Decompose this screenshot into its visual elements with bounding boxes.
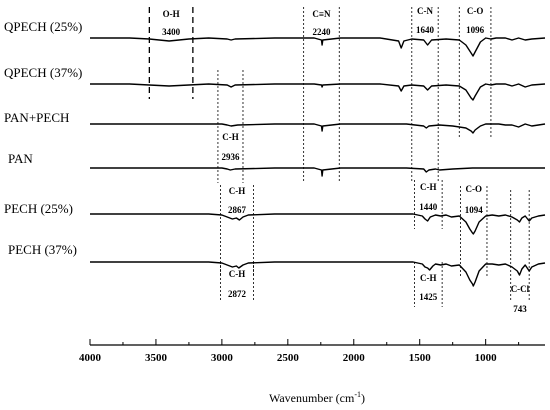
band-bond-label: C≡N bbox=[312, 9, 331, 19]
band-wavenumber-label: 2240 bbox=[312, 27, 331, 37]
band-wavenumber-label: 2872 bbox=[228, 289, 247, 299]
x-axis-title-suffix: ) bbox=[361, 391, 365, 405]
series-label: QPECH (25%) bbox=[4, 19, 82, 34]
spectra-layer bbox=[90, 37, 546, 287]
spectrum-line-6 bbox=[90, 261, 546, 287]
series-label-layer: QPECH (25%) QPECH (37%) PAN+PECH PAN PECH (2… bbox=[4, 19, 82, 257]
band-wavenumber-label: 1440 bbox=[419, 202, 438, 212]
spectrum-line-2 bbox=[90, 83, 546, 101]
x-axis-title: Wavenumber (cm-1) bbox=[269, 390, 365, 405]
spectrum-line-5 bbox=[90, 213, 546, 235]
band-wavenumber-label: 1640 bbox=[416, 25, 435, 35]
spectrum-line-1 bbox=[90, 37, 546, 57]
series-label: PECH (37%) bbox=[8, 242, 77, 257]
band-annotation-layer: O-H 3400 C≡N 2240 C-N 1640 C-O 1096 C-H 2936 C-H 28… bbox=[148, 6, 530, 314]
x-tick-label: 2500 bbox=[277, 352, 300, 364]
band-wavenumber-label: 1425 bbox=[419, 292, 438, 302]
x-tick-label: 3500 bbox=[145, 352, 168, 364]
x-tick-label: 3000 bbox=[211, 352, 234, 364]
spectrum-line-3 bbox=[90, 123, 546, 134]
spectrum-line-4 bbox=[90, 167, 545, 177]
x-tick-label: 1000 bbox=[475, 352, 498, 364]
x-tick-label: 2000 bbox=[343, 352, 366, 364]
series-label: QPECH (37%) bbox=[4, 65, 82, 80]
band-bond-label: C-H bbox=[420, 182, 437, 192]
band-bond-label: C-H bbox=[222, 132, 239, 142]
x-tick-label: 4000 bbox=[79, 352, 102, 364]
band-wavenumber-label: 3400 bbox=[162, 27, 181, 37]
band-bond-label: O-H bbox=[163, 9, 180, 19]
band-wavenumber-label: 1096 bbox=[466, 25, 485, 35]
x-axis-title-text: Wavenumber (cm bbox=[269, 391, 355, 405]
x-axis-title-superscript: -1 bbox=[354, 390, 361, 399]
band-bond-label: C-O bbox=[467, 6, 484, 16]
band-bond-label: C-Cl bbox=[511, 284, 530, 294]
band-wavenumber-label: 2867 bbox=[228, 205, 247, 215]
band-wavenumber-label: 743 bbox=[513, 304, 527, 314]
series-label: PAN+PECH bbox=[4, 110, 69, 125]
series-label: PAN bbox=[8, 151, 33, 166]
x-axis: 4000 3500 3000 2500 2000 1500 1000 bbox=[79, 339, 545, 364]
x-tick-label: 1500 bbox=[409, 352, 432, 364]
band-wavenumber-label: 1094 bbox=[465, 205, 484, 215]
band-bond-label: C-O bbox=[466, 184, 483, 194]
band-bond-label: C-N bbox=[417, 6, 433, 16]
series-label: PECH (25%) bbox=[4, 201, 73, 216]
band-bond-label: C-H bbox=[229, 269, 246, 279]
band-bond-label: C-H bbox=[229, 186, 246, 196]
band-wavenumber-label: 2936 bbox=[221, 152, 240, 162]
band-bond-label: C-H bbox=[420, 273, 437, 283]
